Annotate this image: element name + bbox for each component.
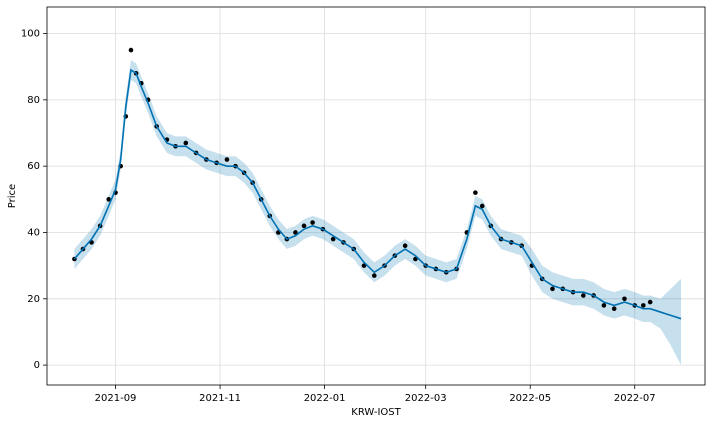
observed-point (128, 47, 134, 53)
plot-frame (46, 6, 706, 386)
x-tick-label: 2022-05 (509, 393, 551, 404)
observed-point (550, 286, 555, 292)
y-tick-label: 80 (27, 95, 40, 106)
y-tick-label: 100 (21, 29, 40, 40)
y-tick-label: 20 (27, 294, 40, 305)
observed-point (183, 140, 189, 146)
observed-point (224, 157, 230, 162)
observed-point (106, 197, 111, 202)
observed-point (293, 230, 298, 235)
observed-point (473, 190, 478, 195)
x-tick-label: 2021-11 (199, 393, 241, 404)
observed-point (601, 303, 607, 308)
y-tick-label: 0 (34, 360, 40, 371)
observed-point (581, 293, 586, 298)
observed-point (641, 303, 646, 308)
x-tick-label: 2022-03 (405, 393, 447, 404)
observed-point (330, 236, 336, 242)
y-tick-label: 40 (27, 227, 40, 238)
observed-point (301, 223, 307, 229)
y-tick-label: 60 (27, 161, 40, 172)
observed-point (622, 296, 627, 302)
plot-area (47, 7, 705, 385)
x-tick-label: 2022-07 (614, 393, 656, 404)
observed-point (371, 273, 377, 278)
x-axis-label: KRW-IOST (351, 407, 401, 418)
observed-point (479, 203, 485, 209)
x-tick-label: 2022-01 (304, 393, 346, 404)
observed-point (647, 299, 653, 305)
x-tick-label: 2021-09 (95, 393, 137, 404)
observed-point (402, 243, 408, 249)
observed-point (310, 220, 315, 225)
forecast-line (73, 68, 682, 320)
y-axis-label: Price (7, 184, 18, 208)
observed-point (611, 306, 617, 312)
